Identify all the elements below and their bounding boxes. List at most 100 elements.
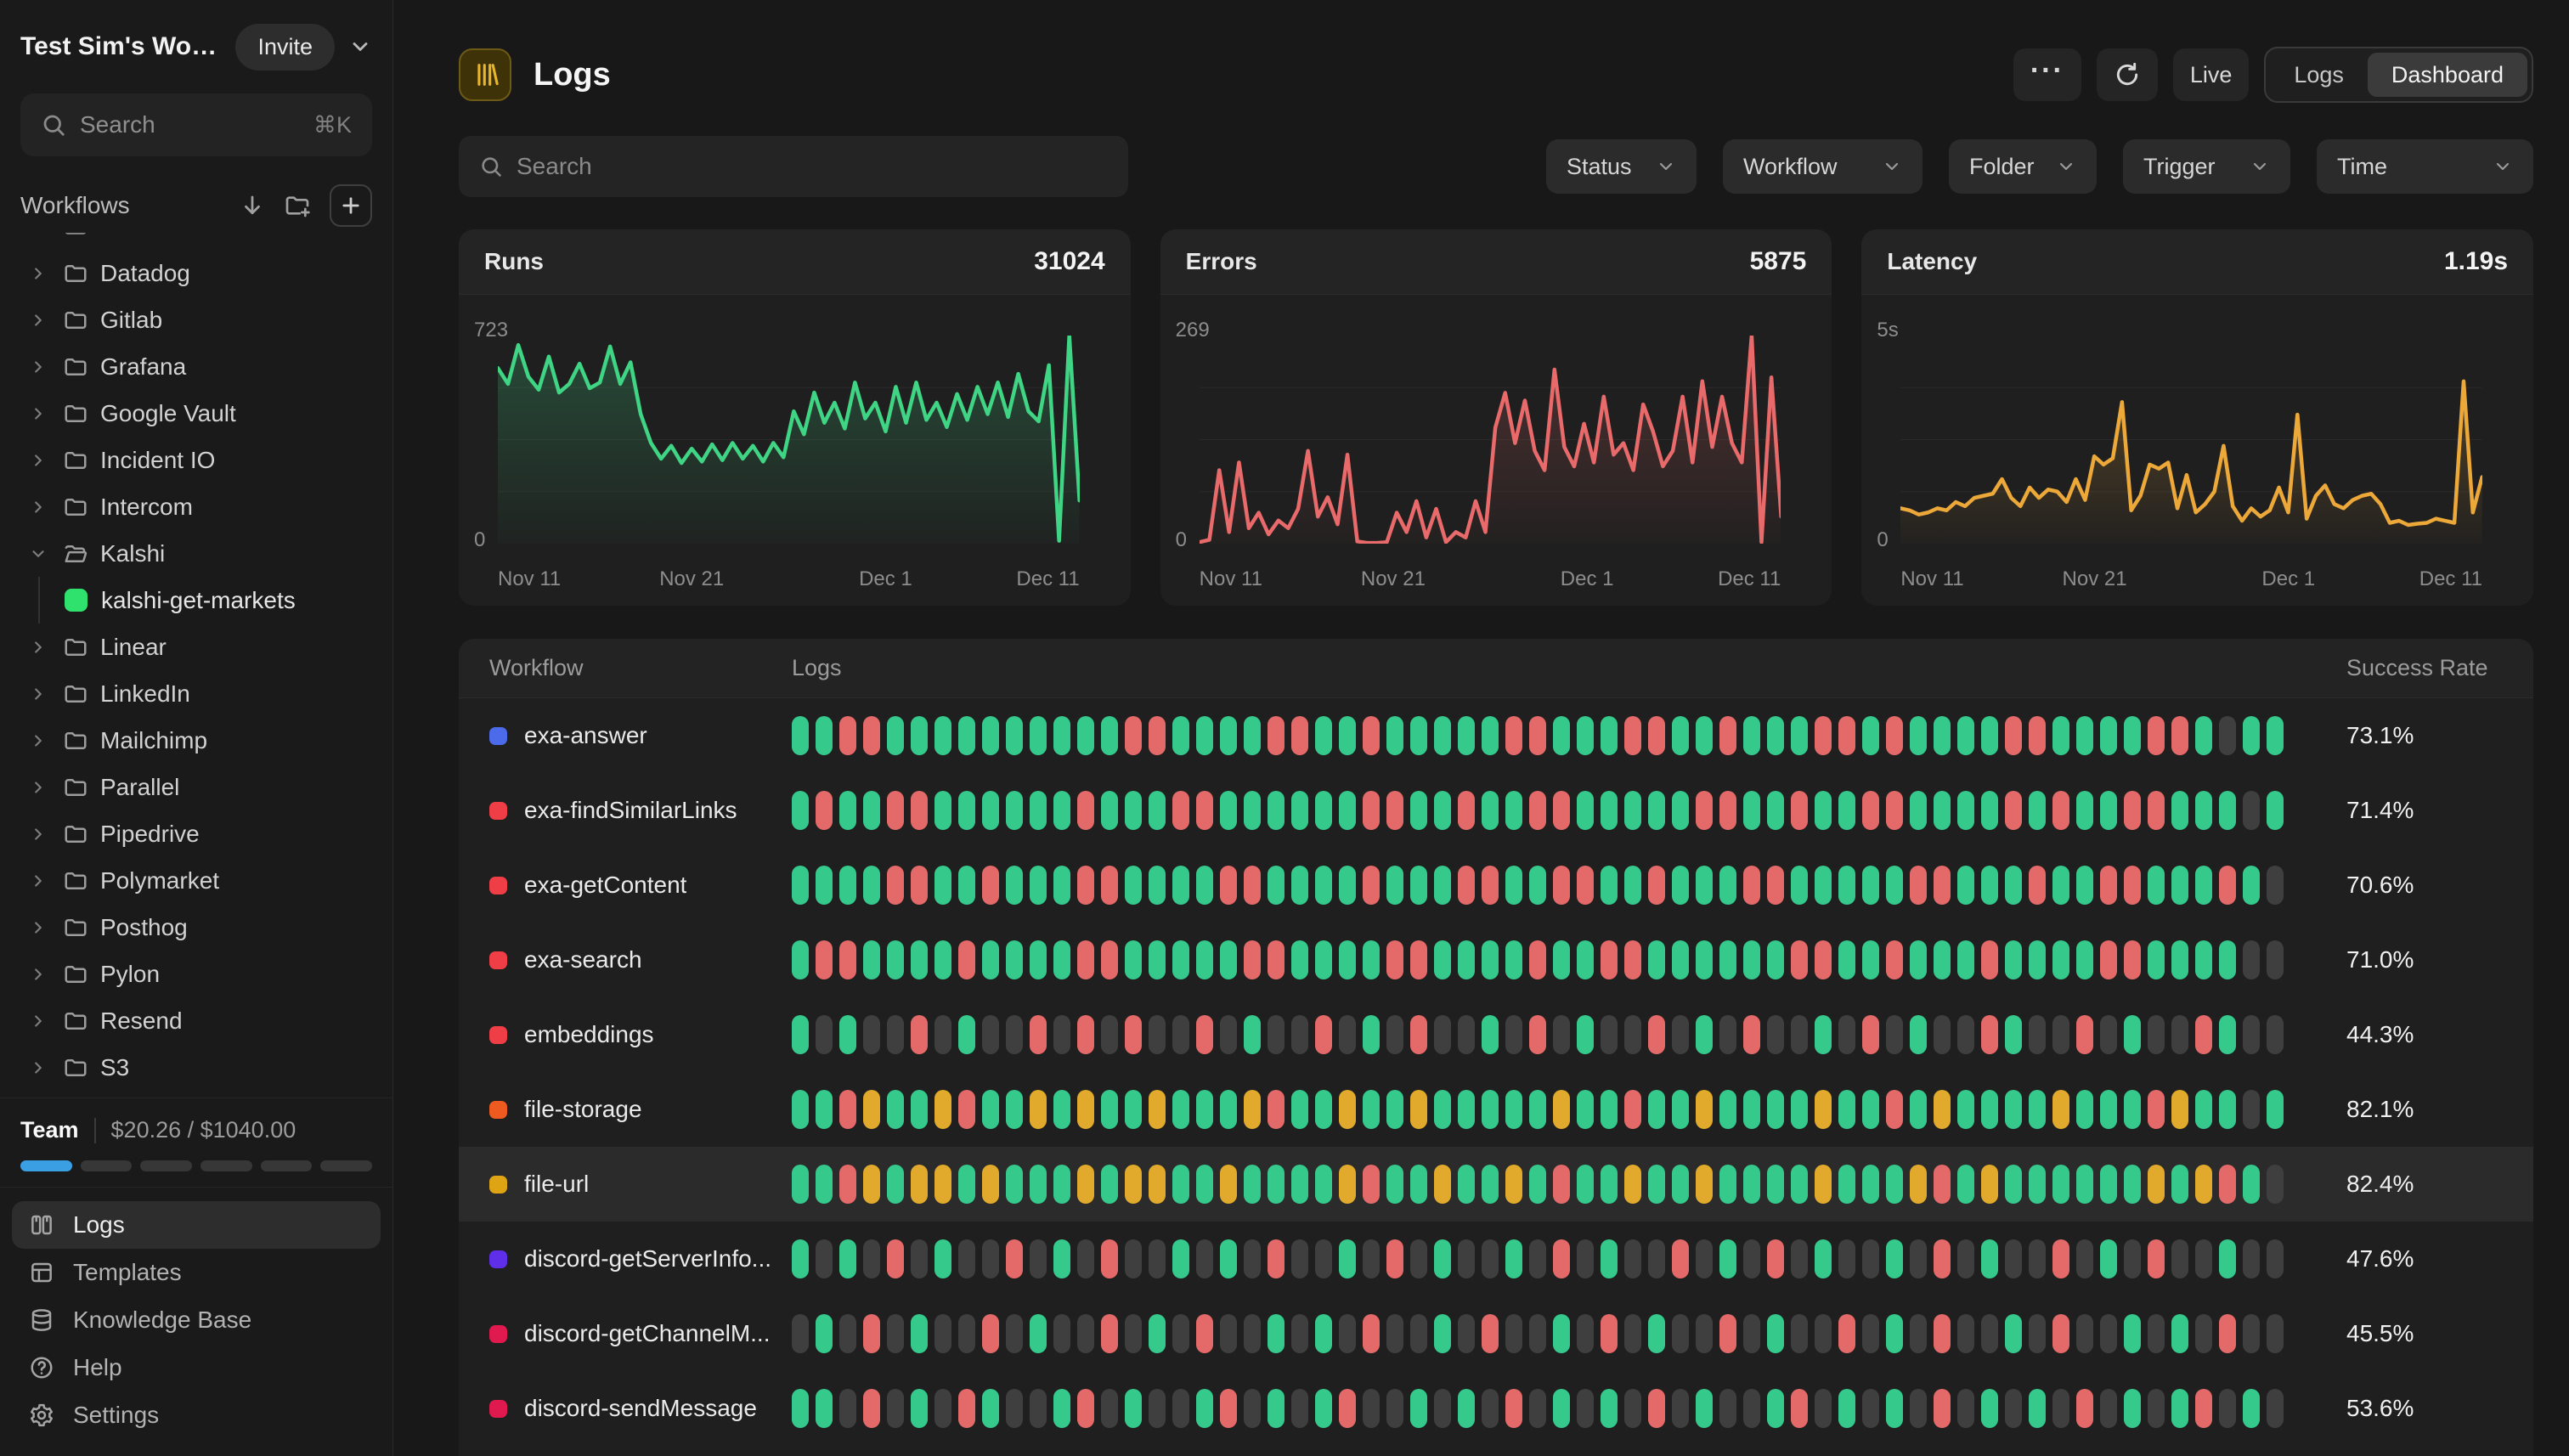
log-pill[interactable]	[2029, 1314, 2046, 1353]
folder-item-resend[interactable]: Resend	[8, 997, 384, 1044]
log-pill[interactable]	[2148, 716, 2165, 755]
log-pill[interactable]	[1172, 940, 1189, 979]
log-pill[interactable]	[1934, 1015, 1951, 1054]
log-pill[interactable]	[1719, 1314, 1736, 1353]
log-pill[interactable]	[1030, 866, 1047, 905]
add-workflow-button[interactable]	[330, 184, 372, 227]
folder-item-grafana[interactable]: Grafana	[8, 343, 384, 390]
log-pill[interactable]	[1934, 1090, 1951, 1129]
log-pill[interactable]	[2076, 866, 2093, 905]
log-pill[interactable]	[1553, 1015, 1570, 1054]
log-pill[interactable]	[1101, 1314, 1118, 1353]
log-pill[interactable]	[2052, 866, 2069, 905]
log-pill[interactable]	[1601, 716, 1618, 755]
log-pill[interactable]	[1672, 791, 1689, 830]
log-pill[interactable]	[2243, 1165, 2260, 1204]
log-pill[interactable]	[1482, 791, 1499, 830]
chevron-right-icon[interactable]	[29, 778, 51, 797]
log-pill[interactable]	[1291, 1015, 1308, 1054]
log-pill[interactable]	[958, 791, 975, 830]
log-pill[interactable]	[1220, 1015, 1237, 1054]
log-pill[interactable]	[2148, 1239, 2165, 1278]
log-pill[interactable]	[2267, 1090, 2284, 1129]
log-pill[interactable]	[1719, 940, 1736, 979]
log-pill[interactable]	[2243, 1389, 2260, 1428]
log-pill[interactable]	[1220, 866, 1237, 905]
log-pill[interactable]	[2219, 1015, 2236, 1054]
log-pill[interactable]	[1862, 1389, 1879, 1428]
log-pill[interactable]	[1339, 1389, 1356, 1428]
log-pill[interactable]	[887, 1389, 904, 1428]
log-pill[interactable]	[1981, 1090, 1998, 1129]
log-pill[interactable]	[2029, 940, 2046, 979]
log-pill[interactable]	[1244, 1239, 1261, 1278]
log-pill[interactable]	[1696, 1090, 1713, 1129]
log-pill[interactable]	[1719, 1239, 1736, 1278]
log-pill[interactable]	[1244, 1389, 1261, 1428]
log-pill[interactable]	[2124, 791, 2141, 830]
log-pill[interactable]	[2100, 1165, 2117, 1204]
log-pill[interactable]	[1743, 1314, 1760, 1353]
log-pill[interactable]	[1196, 866, 1213, 905]
chevron-right-icon[interactable]	[29, 731, 51, 750]
log-pill[interactable]	[1101, 1015, 1118, 1054]
log-pill[interactable]	[887, 940, 904, 979]
log-pill[interactable]	[1648, 1015, 1665, 1054]
folder-item-parallel[interactable]: Parallel	[8, 764, 384, 810]
log-pill[interactable]	[1624, 1165, 1641, 1204]
log-pill[interactable]	[2171, 1314, 2188, 1353]
filter-workflow[interactable]: Workflow	[1723, 139, 1923, 194]
log-pill[interactable]	[1410, 1165, 1427, 1204]
log-pill[interactable]	[1862, 1239, 1879, 1278]
log-pill[interactable]	[1053, 1389, 1070, 1428]
log-pill[interactable]	[792, 1015, 809, 1054]
log-pill[interactable]	[1053, 866, 1070, 905]
folder-item-pylon[interactable]: Pylon	[8, 951, 384, 997]
log-pill[interactable]	[1838, 791, 1855, 830]
log-pill[interactable]	[1886, 1314, 1903, 1353]
log-pill[interactable]	[1339, 791, 1356, 830]
log-pill[interactable]	[982, 1090, 999, 1129]
log-pill[interactable]	[1030, 1239, 1047, 1278]
log-pill[interactable]	[2124, 940, 2141, 979]
log-pill[interactable]	[2148, 1314, 2165, 1353]
log-pill[interactable]	[1648, 866, 1665, 905]
log-pill[interactable]	[958, 940, 975, 979]
log-pill[interactable]	[2243, 1239, 2260, 1278]
log-pill[interactable]	[887, 716, 904, 755]
log-pill[interactable]	[911, 1314, 928, 1353]
log-pill[interactable]	[1696, 791, 1713, 830]
log-pill[interactable]	[1743, 1090, 1760, 1129]
log-pill[interactable]	[934, 1314, 951, 1353]
log-pill[interactable]	[1101, 866, 1118, 905]
log-pill[interactable]	[1244, 716, 1261, 755]
log-pill[interactable]	[1196, 1239, 1213, 1278]
table-row-discord-getserverinfo-[interactable]: discord-getServerInfo... 47.6%	[459, 1222, 2533, 1296]
log-pill[interactable]	[2148, 1389, 2165, 1428]
log-pill[interactable]	[1077, 716, 1094, 755]
log-pill[interactable]	[1505, 1389, 1522, 1428]
log-pill[interactable]	[2267, 1314, 2284, 1353]
log-pill[interactable]	[816, 1239, 833, 1278]
log-pill[interactable]	[2195, 1090, 2212, 1129]
log-pill[interactable]	[887, 1015, 904, 1054]
log-pill[interactable]	[1529, 1015, 1546, 1054]
log-pill[interactable]	[1196, 1015, 1213, 1054]
log-pill[interactable]	[2171, 1015, 2188, 1054]
log-pill[interactable]	[1291, 791, 1308, 830]
log-pill[interactable]	[1315, 1165, 1332, 1204]
folder-item-pipedrive[interactable]: Pipedrive	[8, 810, 384, 857]
log-pill[interactable]	[863, 791, 880, 830]
log-pill[interactable]	[1434, 716, 1451, 755]
log-pill[interactable]	[1767, 1389, 1784, 1428]
log-pill[interactable]	[1719, 716, 1736, 755]
log-pill[interactable]	[1363, 1314, 1380, 1353]
log-pill[interactable]	[1220, 1389, 1237, 1428]
log-pill[interactable]	[2100, 1239, 2117, 1278]
log-pill[interactable]	[1315, 940, 1332, 979]
log-pill[interactable]	[1529, 791, 1546, 830]
log-pill[interactable]	[2195, 1015, 2212, 1054]
folder-item-google-vault[interactable]: Google Vault	[8, 390, 384, 437]
log-pill[interactable]	[1006, 1015, 1023, 1054]
log-pill[interactable]	[1910, 1389, 1927, 1428]
